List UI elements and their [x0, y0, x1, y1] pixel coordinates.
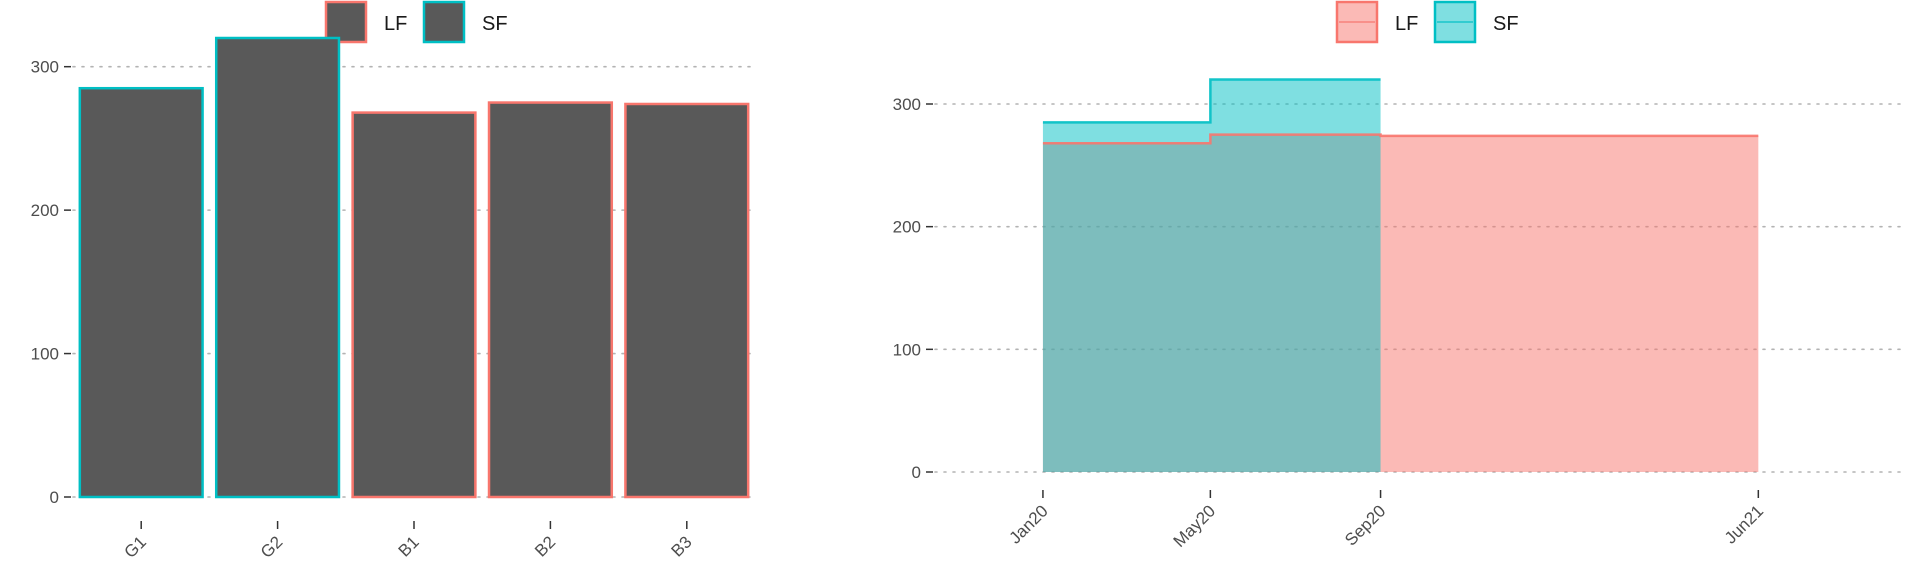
x-tick-label: B3	[667, 532, 695, 560]
y-tick-label: 200	[31, 201, 59, 220]
bar-B1	[351, 111, 477, 499]
bar-B3	[624, 102, 750, 499]
y-tick-label: 200	[893, 218, 921, 237]
bar-G2	[214, 36, 341, 499]
legend-key-SF	[422, 0, 466, 44]
area-SF	[1042, 79, 1381, 472]
bar-B2	[487, 101, 614, 499]
x-tick-label: Jun21	[1721, 501, 1767, 547]
y-tick-label: 300	[31, 58, 59, 77]
x-tick-label: Jan20	[1006, 501, 1052, 547]
x-tick-label: B1	[395, 532, 423, 560]
legend-label-SF: SF	[1493, 13, 1519, 35]
line-SF	[1042, 78, 1381, 124]
legend-label-LF: LF	[1395, 13, 1418, 35]
legend-key-LF	[324, 0, 368, 44]
legend: LF SF	[1335, 0, 1519, 44]
y-tick-label: 0	[912, 463, 921, 482]
step-area-chart-panel: LF SF 0 100 200 300 Jan20 May20 Sep20 Jun21	[893, 0, 1906, 551]
y-tick-label: 100	[31, 345, 59, 364]
x-tick-label: G2	[257, 532, 286, 561]
legend-label-SF: SF	[482, 13, 508, 35]
bar-chart-panel: LF SF 0 100 200 300 G1 G2 B1 B2 B3	[31, 0, 756, 562]
x-tick-label: G1	[121, 532, 150, 561]
x-tick-label: May20	[1170, 501, 1220, 551]
x-tick-label: B2	[531, 532, 559, 560]
line-LF	[1042, 133, 1759, 145]
y-tick-label: 300	[893, 95, 921, 114]
legend-label-LF: LF	[384, 13, 407, 35]
legend: LF SF	[324, 0, 508, 44]
y-tick-label: 100	[893, 340, 921, 359]
x-tick-label: Sep20	[1341, 501, 1389, 549]
y-tick-label: 0	[50, 488, 59, 507]
bar-G1	[78, 86, 204, 499]
